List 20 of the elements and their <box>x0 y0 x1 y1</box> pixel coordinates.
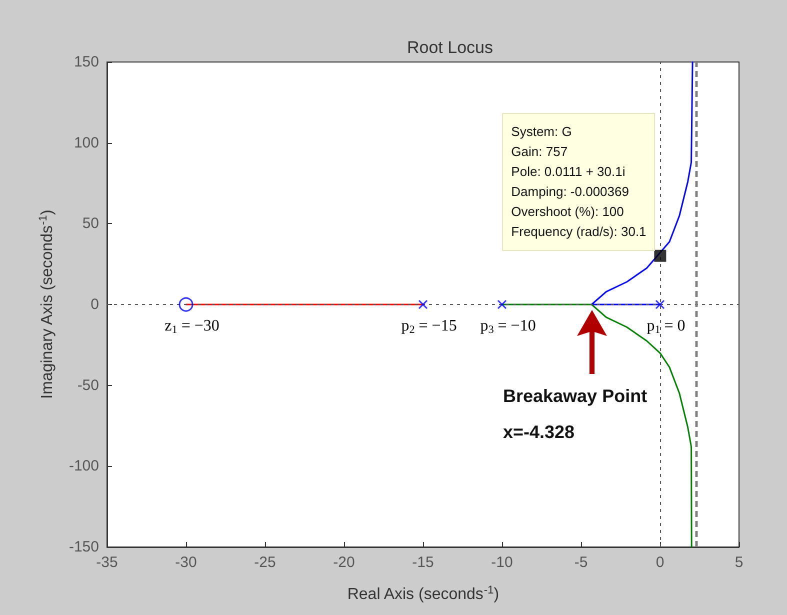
y-tick-label: -100 <box>68 458 99 475</box>
x-tick-label: -20 <box>333 554 355 571</box>
y-tick-label: 0 <box>90 296 99 313</box>
chart-title: Root Locus <box>407 38 493 57</box>
annotation: Breakaway Point x=-4.328 <box>503 386 648 442</box>
x-tick-label: -5 <box>574 554 588 571</box>
x-tick-label: -25 <box>254 554 276 571</box>
y-tick-label: 100 <box>74 134 99 152</box>
annotation: System: G Gain: 757 Pole: 0.0111 + 30.1i Damping: -0.000369 Overshoot (%): 100 Frequency (rad/s): 30.1 <box>502 112 656 251</box>
y-tick-label: 50 <box>82 215 99 232</box>
x-tick-label: 5 <box>734 554 744 571</box>
y-tick-label: 150 <box>74 54 99 70</box>
x-tick-label: -10 <box>491 554 513 571</box>
y-axis-title: Imaginary Axis (seconds-1) <box>38 210 56 399</box>
x-tick-label: -35 <box>96 554 118 571</box>
x-tick-label: -30 <box>175 554 197 571</box>
y-tick-label: -50 <box>77 376 99 394</box>
x-tick-label: -15 <box>412 554 434 571</box>
y-tick-label: -150 <box>68 538 99 556</box>
x-tick-label: 0 <box>656 554 664 571</box>
